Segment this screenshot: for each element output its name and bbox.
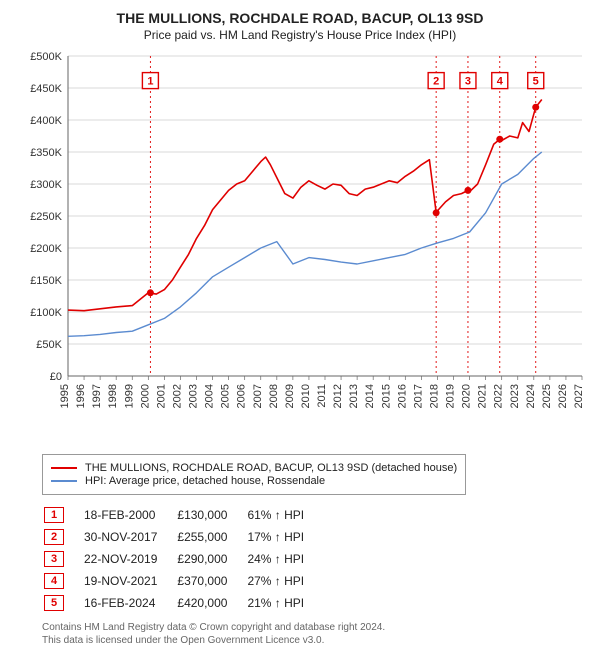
sale-date: 22-NOV-2019 bbox=[84, 549, 175, 569]
svg-text:2008: 2008 bbox=[268, 384, 280, 408]
chart-title: THE MULLIONS, ROCHDALE ROAD, BACUP, OL13… bbox=[12, 10, 588, 26]
sale-row: 1 18-FEB-2000£130,00061% ↑ HPI bbox=[44, 505, 322, 525]
svg-text:1995: 1995 bbox=[59, 384, 71, 408]
svg-text:2: 2 bbox=[433, 76, 439, 88]
sale-row: 5 16-FEB-2024£420,00021% ↑ HPI bbox=[44, 593, 322, 613]
legend-swatch bbox=[51, 467, 77, 469]
svg-text:2012: 2012 bbox=[332, 384, 344, 408]
sale-marker-badge: 2 bbox=[44, 529, 64, 545]
svg-text:1: 1 bbox=[147, 76, 153, 88]
sale-marker-cell: 5 bbox=[44, 593, 82, 613]
sale-pct-vs-hpi: 17% ↑ HPI bbox=[247, 527, 322, 547]
sale-marker-cell: 1 bbox=[44, 505, 82, 525]
sale-marker-cell: 3 bbox=[44, 549, 82, 569]
svg-text:3: 3 bbox=[465, 76, 471, 88]
chart-area: £0 £50K £100K £150K £200K £250K £300K £350K £400… bbox=[12, 46, 588, 446]
svg-text:2014: 2014 bbox=[364, 384, 376, 408]
sale-marker-badge: 4 bbox=[44, 573, 64, 589]
svg-text:2015: 2015 bbox=[380, 384, 392, 408]
svg-text:2025: 2025 bbox=[541, 384, 553, 408]
legend-row: HPI: Average price, detached house, Ross… bbox=[51, 475, 457, 487]
svg-text:£50K: £50K bbox=[36, 339, 62, 351]
svg-text:2005: 2005 bbox=[220, 384, 232, 408]
legend-row: THE MULLIONS, ROCHDALE ROAD, BACUP, OL13… bbox=[51, 462, 457, 474]
svg-text:2006: 2006 bbox=[236, 384, 248, 408]
svg-text:2003: 2003 bbox=[188, 384, 200, 408]
svg-text:2010: 2010 bbox=[300, 384, 312, 408]
sale-date: 30-NOV-2017 bbox=[84, 527, 175, 547]
svg-text:£200K: £200K bbox=[30, 243, 62, 255]
sale-marker-badge: 5 bbox=[44, 595, 64, 611]
svg-text:£400K: £400K bbox=[30, 115, 62, 127]
sale-marker-cell: 4 bbox=[44, 571, 82, 591]
svg-text:£500K: £500K bbox=[30, 51, 62, 63]
sale-price: £420,000 bbox=[177, 593, 245, 613]
svg-text:£250K: £250K bbox=[30, 211, 62, 223]
svg-text:1997: 1997 bbox=[91, 384, 103, 408]
legend-label: HPI: Average price, detached house, Ross… bbox=[85, 475, 325, 487]
footer-line-2: This data is licensed under the Open Gov… bbox=[42, 634, 580, 647]
svg-text:2027: 2027 bbox=[573, 384, 585, 408]
svg-text:£300K: £300K bbox=[30, 179, 62, 191]
svg-text:2020: 2020 bbox=[461, 384, 473, 408]
svg-text:2002: 2002 bbox=[171, 384, 183, 408]
legend-swatch bbox=[51, 480, 77, 482]
svg-text:2011: 2011 bbox=[316, 384, 328, 408]
svg-text:1998: 1998 bbox=[107, 384, 119, 408]
svg-text:5: 5 bbox=[533, 76, 539, 88]
svg-text:4: 4 bbox=[497, 76, 504, 88]
svg-text:2007: 2007 bbox=[252, 384, 264, 408]
sale-date: 18-FEB-2000 bbox=[84, 505, 175, 525]
svg-text:2019: 2019 bbox=[445, 384, 457, 408]
svg-text:£450K: £450K bbox=[30, 83, 62, 95]
svg-text:2021: 2021 bbox=[477, 384, 489, 408]
sale-row: 3 22-NOV-2019£290,00024% ↑ HPI bbox=[44, 549, 322, 569]
sale-pct-vs-hpi: 24% ↑ HPI bbox=[247, 549, 322, 569]
footer-attribution: Contains HM Land Registry data © Crown c… bbox=[42, 621, 580, 647]
svg-text:2004: 2004 bbox=[204, 384, 216, 408]
sale-marker-badge: 1 bbox=[44, 507, 64, 523]
sale-date: 19-NOV-2021 bbox=[84, 571, 175, 591]
sale-price: £290,000 bbox=[177, 549, 245, 569]
footer-line-1: Contains HM Land Registry data © Crown c… bbox=[42, 621, 580, 634]
svg-text:2017: 2017 bbox=[412, 384, 424, 408]
sale-marker-cell: 2 bbox=[44, 527, 82, 547]
sale-price: £370,000 bbox=[177, 571, 245, 591]
legend-label: THE MULLIONS, ROCHDALE ROAD, BACUP, OL13… bbox=[85, 462, 457, 474]
sale-row: 2 30-NOV-2017£255,00017% ↑ HPI bbox=[44, 527, 322, 547]
svg-text:£350K: £350K bbox=[30, 147, 62, 159]
sale-price: £130,000 bbox=[177, 505, 245, 525]
sale-price: £255,000 bbox=[177, 527, 245, 547]
svg-text:£0: £0 bbox=[50, 371, 62, 383]
svg-text:1996: 1996 bbox=[75, 384, 87, 408]
svg-text:2026: 2026 bbox=[557, 384, 569, 408]
svg-text:2009: 2009 bbox=[284, 384, 296, 408]
svg-text:1999: 1999 bbox=[123, 384, 135, 408]
sale-date: 16-FEB-2024 bbox=[84, 593, 175, 613]
svg-text:£100K: £100K bbox=[30, 307, 62, 319]
svg-text:2013: 2013 bbox=[348, 384, 360, 408]
sale-row: 4 19-NOV-2021£370,00027% ↑ HPI bbox=[44, 571, 322, 591]
legend: THE MULLIONS, ROCHDALE ROAD, BACUP, OL13… bbox=[42, 454, 466, 495]
svg-text:2024: 2024 bbox=[525, 384, 537, 408]
price-chart: £0 £50K £100K £150K £200K £250K £300K £350K £400… bbox=[12, 46, 588, 446]
svg-text:2016: 2016 bbox=[396, 384, 408, 408]
sale-pct-vs-hpi: 21% ↑ HPI bbox=[247, 593, 322, 613]
sales-table: 1 18-FEB-2000£130,00061% ↑ HPI 2 30-NOV-201… bbox=[42, 503, 324, 615]
sale-pct-vs-hpi: 27% ↑ HPI bbox=[247, 571, 322, 591]
chart-subtitle: Price paid vs. HM Land Registry's House … bbox=[12, 28, 588, 42]
sale-pct-vs-hpi: 61% ↑ HPI bbox=[247, 505, 322, 525]
svg-text:2000: 2000 bbox=[139, 384, 151, 408]
svg-text:2018: 2018 bbox=[428, 384, 440, 408]
svg-text:2023: 2023 bbox=[509, 384, 521, 408]
svg-text:£150K: £150K bbox=[30, 275, 62, 287]
svg-text:2001: 2001 bbox=[155, 384, 167, 408]
svg-text:2022: 2022 bbox=[493, 384, 505, 408]
sale-marker-badge: 3 bbox=[44, 551, 64, 567]
